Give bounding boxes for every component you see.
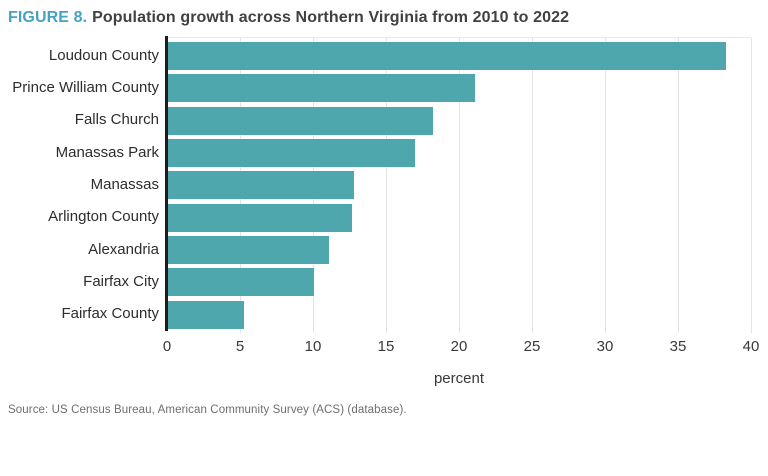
bar-falls-church	[167, 106, 433, 135]
bar-row-alexandria	[167, 234, 751, 266]
source-note: Source: US Census Bureau, American Commu…	[8, 404, 407, 416]
bar-alexandria	[167, 236, 330, 265]
x-tick-label-0: 0	[162, 338, 172, 355]
bar-loudoun-county	[167, 42, 727, 71]
figure-title-text: Population growth across Northern Virgin…	[92, 9, 570, 26]
bar-fairfax-city	[167, 268, 315, 297]
bar-manassas	[167, 171, 354, 200]
bar-fairfax-county	[167, 300, 245, 329]
category-axis: Loudoun County Prince William County Falls…	[0, 39, 159, 330]
bar-arlington-county	[167, 203, 353, 232]
gridline-35	[678, 38, 679, 333]
bar-row-fairfax-city	[167, 266, 751, 298]
bar-row-loudoun-county	[167, 40, 751, 72]
x-tick-label-25: 25	[523, 338, 541, 355]
x-axis-ticks: 0 5 10 15 20 25 30 35 40	[163, 338, 760, 356]
category-label-fairfax-county: Fairfax County	[61, 305, 159, 323]
category-label-manassas-park: Manassas Park	[55, 143, 159, 161]
x-tick-label-10: 10	[304, 338, 322, 355]
x-tick-label-35: 35	[669, 338, 687, 355]
y-axis-line	[165, 36, 168, 331]
bars	[167, 40, 751, 331]
category-label-loudoun-county: Loudoun County	[48, 46, 159, 64]
gridline-40	[751, 38, 752, 333]
bar-row-falls-church	[167, 105, 751, 137]
bar-row-fairfax-county	[167, 299, 751, 331]
x-tick-label-40: 40	[742, 338, 760, 355]
category-label-arlington-county: Arlington County	[48, 208, 159, 226]
bar-manassas-park	[167, 139, 416, 168]
x-axis-title: percent	[433, 370, 485, 387]
bar-prince-william-county	[167, 74, 476, 103]
category-label-fairfax-city: Fairfax City	[83, 272, 159, 290]
bar-row-arlington-county	[167, 202, 751, 234]
category-label-prince-william-county: Prince William County	[12, 78, 159, 96]
bar-row-prince-william-county	[167, 72, 751, 104]
category-label-alexandria: Alexandria	[88, 240, 159, 258]
plot-area	[167, 37, 752, 333]
x-tick-label-15: 15	[377, 338, 395, 355]
gridline-30	[605, 38, 606, 333]
figure-number-label: FIGURE 8.	[8, 9, 88, 26]
x-tick-label-5: 5	[235, 338, 245, 355]
gridline-15	[386, 38, 387, 333]
x-tick-label-30: 30	[596, 338, 614, 355]
gridline-20	[459, 38, 460, 333]
figure-title: FIGURE 8. Population growth across Northe…	[8, 8, 760, 28]
x-tick-label-20: 20	[450, 338, 468, 355]
bar-row-manassas-park	[167, 137, 751, 169]
category-label-manassas: Manassas	[90, 175, 159, 193]
bar-row-manassas	[167, 169, 751, 201]
gridline-25	[532, 38, 533, 333]
category-label-falls-church: Falls Church	[74, 111, 159, 129]
